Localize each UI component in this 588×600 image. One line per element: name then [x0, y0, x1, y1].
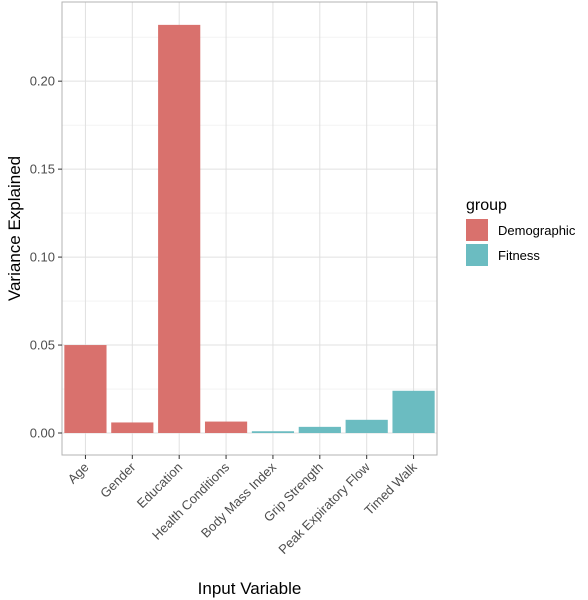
bar-education [158, 24, 201, 434]
x-tick-label: Peak Expiratory Flow [275, 459, 373, 557]
bar-age [64, 345, 107, 434]
legend-items: Demographic Fitness [466, 219, 576, 266]
y-tick-label: 0.10 [30, 250, 55, 265]
grid [62, 2, 437, 455]
bars [64, 24, 435, 434]
legend-title: group [466, 197, 507, 214]
legend-key-fitness [466, 244, 488, 266]
bar-grip-strength [298, 426, 341, 434]
y-tick-label: 0.00 [30, 426, 55, 441]
legend-label-demographic: Demographic [498, 223, 576, 238]
x-axis-title: Input Variable [198, 579, 302, 598]
bar-peak-expiratory-flow [345, 419, 388, 434]
legend-label-fitness: Fitness [498, 248, 540, 263]
bar-timed-walk [392, 390, 435, 434]
x-tick-label: Age [65, 460, 92, 487]
y-tick-label: 0.05 [30, 338, 55, 353]
bar-health-conditions [204, 421, 248, 434]
y-tick-label: 0.15 [30, 162, 55, 177]
x-tick-label: Gender [97, 459, 139, 501]
y-axis-ticks: 0.00 0.05 0.10 0.15 0.20 [30, 74, 62, 441]
legend-key-demographic [466, 219, 488, 241]
legend: group Demographic Fitness [466, 197, 576, 266]
bar-gender [111, 422, 154, 434]
plot-panel-border [61, 1, 438, 456]
y-tick-label: 0.20 [30, 74, 55, 89]
y-axis-title: Variance Explained [5, 156, 24, 301]
bar-body-mass-index [251, 431, 295, 434]
